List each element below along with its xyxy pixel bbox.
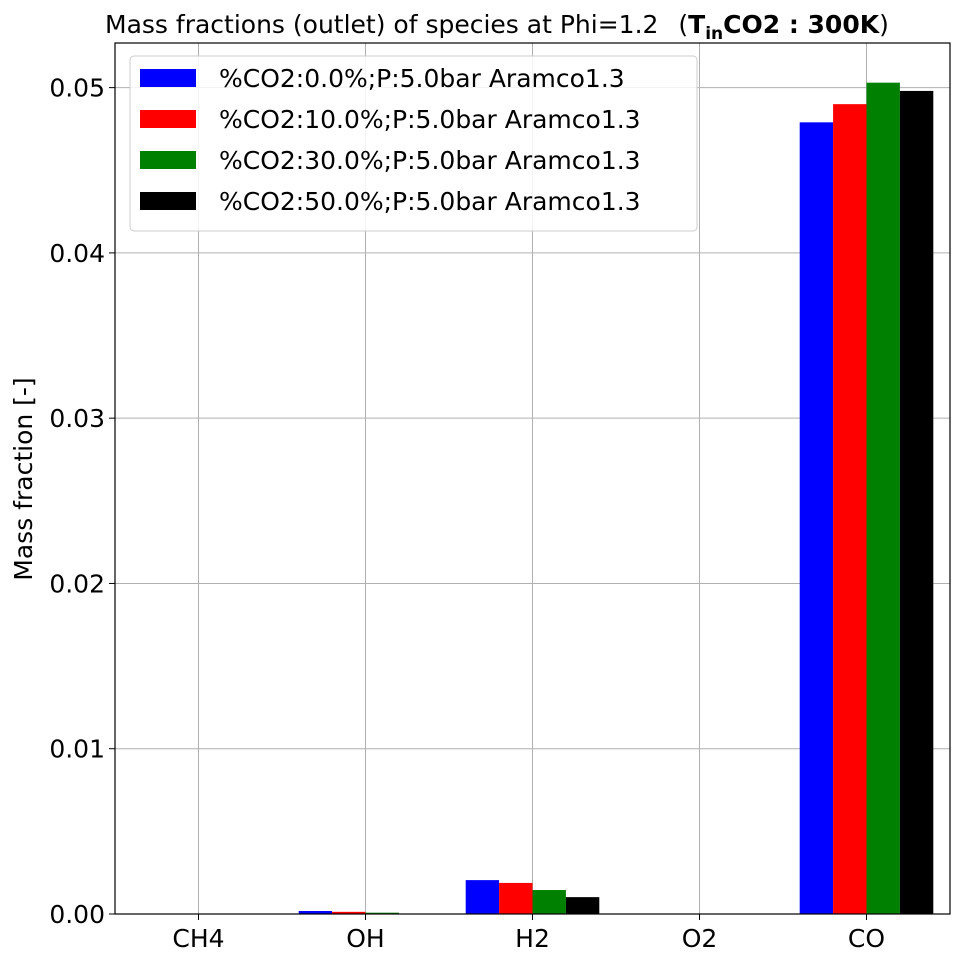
bar-co-series-3 (867, 83, 900, 914)
legend-label: %CO2:30.0%;P:5.0bar Aramco1.3 (219, 146, 641, 175)
x-tick-label: CH4 (172, 924, 224, 953)
bar-co-series-2 (833, 104, 866, 914)
y-tick-label: 0.03 (49, 404, 105, 433)
y-tick-label: 0.05 (49, 74, 105, 103)
bar-h2-series-2 (499, 883, 532, 914)
bar-h2-series-3 (533, 890, 566, 914)
y-tick-label: 0.00 (49, 900, 105, 929)
legend-swatch (140, 110, 196, 128)
bar-h2-series-4 (566, 897, 599, 914)
legend-swatch (140, 69, 196, 87)
legend-label: %CO2:50.0%;P:5.0bar Aramco1.3 (219, 187, 641, 216)
bar-co-series-1 (800, 122, 833, 914)
x-tick-label: OH (346, 924, 384, 953)
y-axis-label: Mass fraction [-] (9, 377, 38, 580)
y-tick-label: 0.04 (49, 239, 105, 268)
legend-swatch (140, 151, 196, 169)
x-tick-label: CO (848, 924, 885, 953)
chart-title-main: Mass fractions (outlet) of species at Ph… (105, 10, 658, 39)
y-tick-label: 0.01 (49, 735, 105, 764)
legend-swatch (140, 192, 196, 210)
x-tick-label: O2 (682, 924, 718, 953)
legend: %CO2:0.0%;P:5.0bar Aramco1.3 %CO2:10.0%;P… (130, 56, 697, 231)
chart-title: Mass fractions (outlet) of species at Ph… (105, 10, 889, 44)
x-tick-label: H2 (515, 924, 550, 953)
y-tick-label: 0.02 (49, 569, 105, 598)
bar-h2-series-1 (466, 880, 499, 914)
bar-co-series-4 (900, 91, 933, 914)
legend-label: %CO2:0.0%;P:5.0bar Aramco1.3 (219, 64, 625, 93)
legend-label: %CO2:10.0%;P:5.0bar Aramco1.3 (219, 105, 641, 134)
